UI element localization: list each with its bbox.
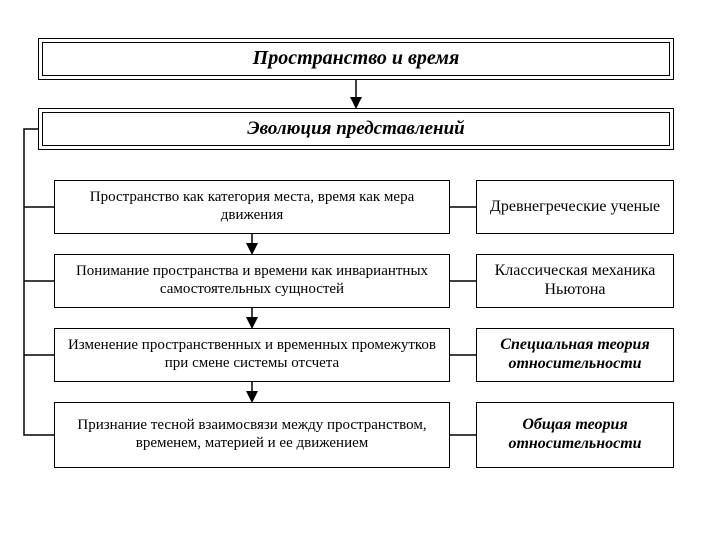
title-box: Пространство и время <box>38 38 674 80</box>
title-text: Пространство и время <box>253 47 460 71</box>
left-row-3: Признание тесной взаимосвязи между прост… <box>54 402 450 468</box>
right-row-3-text: Общая теория относительности <box>485 416 665 454</box>
right-row-1-text: Классическая механика Ньютона <box>485 262 665 300</box>
subtitle-box: Эволюция представлений <box>38 108 674 150</box>
subtitle-text: Эволюция представлений <box>247 118 464 140</box>
left-row-2: Изменение пространственных и временных п… <box>54 328 450 382</box>
left-row-0-text: Пространство как категория места, время … <box>63 189 441 224</box>
right-row-0: Древнегреческие ученые <box>476 180 674 234</box>
left-row-1-text: Понимание пространства и времени как инв… <box>63 263 441 298</box>
right-row-0-text: Древнегреческие ученые <box>490 198 660 217</box>
right-row-2: Специальная теория относительности <box>476 328 674 382</box>
left-row-1: Понимание пространства и времени как инв… <box>54 254 450 308</box>
right-row-2-text: Специальная теория относительности <box>485 336 665 374</box>
left-row-0: Пространство как категория места, время … <box>54 180 450 234</box>
diagram-canvas: Пространство и время Эволюция представле… <box>0 0 720 540</box>
right-row-1: Классическая механика Ньютона <box>476 254 674 308</box>
left-row-3-text: Признание тесной взаимосвязи между прост… <box>63 417 441 452</box>
right-row-3: Общая теория относительности <box>476 402 674 468</box>
left-row-2-text: Изменение пространственных и временных п… <box>63 337 441 372</box>
spine <box>24 129 54 435</box>
